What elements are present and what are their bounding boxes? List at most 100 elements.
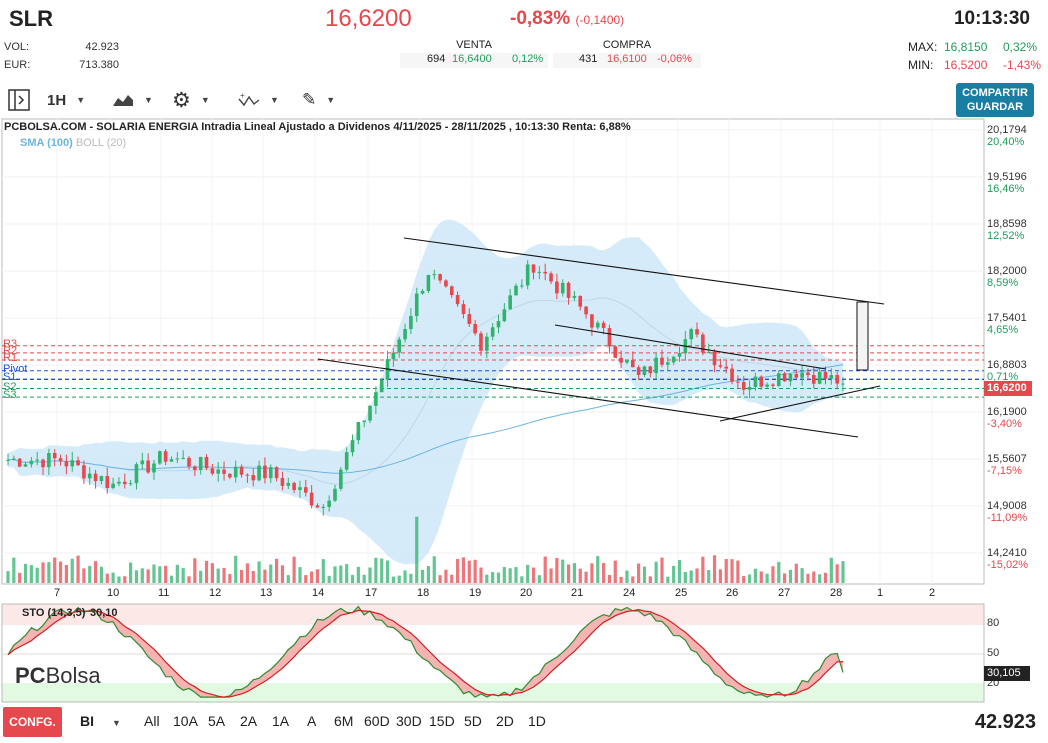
y-tick-label: 19,5196 [987,171,1027,183]
target-box [856,301,869,371]
volume-bar [315,569,320,583]
range-button-5d[interactable]: 5D [464,713,482,729]
candle-body [47,453,51,468]
y-pct-label: 0,71% [987,371,1019,383]
range-button-30d[interactable]: 30D [396,713,422,729]
range-button-2a[interactable]: 2A [240,713,258,729]
range-button-15d[interactable]: 15D [429,713,455,729]
range-button-1d[interactable]: 1D [528,713,546,729]
range-button-a[interactable]: A [307,713,317,729]
volume-bar [812,571,816,583]
candle-body [303,487,308,493]
chart-type-icon[interactable]: ▼ [112,88,153,112]
candle-body [595,322,600,328]
volume-bar [339,565,343,583]
volume-bar [380,558,384,583]
volume-bar [584,571,588,583]
volume-bar [637,563,641,583]
candle-body [438,274,442,281]
volume-bar [88,565,92,583]
y-pct-label: 16,46% [987,183,1025,195]
config-button[interactable]: CONFG. [3,707,62,737]
candle-body [584,306,588,315]
candle-body [788,374,793,382]
bottom-bar: CONFG. BI ▼ All 10A 5A 2A 1A A 6M 60D 30D 15D 5D 2D 1… [0,705,1048,743]
candle-body [111,483,115,489]
volume-bar [216,568,220,583]
candle-body [356,421,361,441]
candle-body [99,476,104,482]
y-pct-label: -11,09% [987,512,1028,524]
share-save-button[interactable]: COMPARTIR GUARDAR [956,83,1034,117]
candle-body [233,466,238,478]
candle-body [146,460,150,473]
range-button-10a[interactable]: 10A [173,713,198,729]
volume-bar [520,576,524,583]
volume-bar [175,564,179,583]
volume-bar [228,574,232,583]
candle-body [158,451,162,464]
candle-body [52,453,57,459]
range-button-1a[interactable]: 1A [272,713,290,729]
interval-select[interactable]: 1H ▼ [47,91,86,109]
chart-toolbar: 1H ▼ ▼ ⚙ ▼ + ▼ ✎ ▼ [0,82,1048,116]
volume-bar [642,566,647,583]
range-button-5a[interactable]: 5A [208,713,226,729]
volume-bar [467,560,471,583]
volume-bar [677,560,682,583]
candle-body [601,322,606,329]
pivot-label: S3 [3,389,17,402]
candle-body [239,466,244,475]
candle-body [41,459,45,468]
stochastic-d-line [7,608,844,698]
candle-body [35,459,39,461]
bi-select[interactable]: BI ▼ [80,713,121,729]
candle-body [560,282,565,294]
range-button-all[interactable]: All [144,713,160,729]
candle-body [817,371,822,384]
x-tick-label: 11 [158,587,170,599]
volume-bar [555,557,559,583]
candle-body [485,336,489,351]
candle-body [543,271,548,274]
candle-body [251,475,256,481]
volume-bar [350,574,355,583]
panel-toggle-icon[interactable] [7,88,31,112]
y-pct-label: -15,02% [987,559,1028,571]
candle-body [537,271,542,273]
volume-bar [70,558,74,583]
quote-header: SLR 16,6200 -0,83% (-0,1400) 10:13:30 VO… [0,0,1048,80]
draw-pencil-icon[interactable]: ✎ ▼ [302,90,336,109]
oversold-zone [2,683,984,702]
candle-body [175,458,180,460]
candle-body [362,420,366,422]
volume-bar [356,566,360,583]
candle-body [490,327,495,337]
candle-body [193,466,197,470]
range-button-6m[interactable]: 6M [334,713,354,729]
pivot-label: R2 [3,344,18,357]
settings-gear-icon[interactable]: ⚙ ▼ [172,88,210,112]
candle-body [549,273,553,282]
overbought-zone [2,604,984,625]
volume-bar [368,567,372,583]
stochastic-k-line [7,605,844,698]
volume-bar [607,574,612,583]
indicators-icon[interactable]: + ▼ [238,91,279,107]
range-button-2d[interactable]: 2D [496,713,514,729]
y-tick-label: 14,9008 [987,500,1027,512]
candle-body [315,505,320,508]
candle-body [823,371,828,379]
candle-body [449,286,454,296]
stochastic-value: 30,10 [90,607,118,619]
candle-body [140,460,145,465]
pivot-label: R1 [3,352,18,365]
volume-bar [164,565,168,583]
range-button-60d[interactable]: 60D [364,713,390,729]
volume-bar [403,570,407,583]
stochastic-label: STO (14,3,5) [22,607,86,619]
x-tick-label: 24 [623,587,636,599]
candle-body [759,376,764,387]
candle-body [619,357,623,363]
